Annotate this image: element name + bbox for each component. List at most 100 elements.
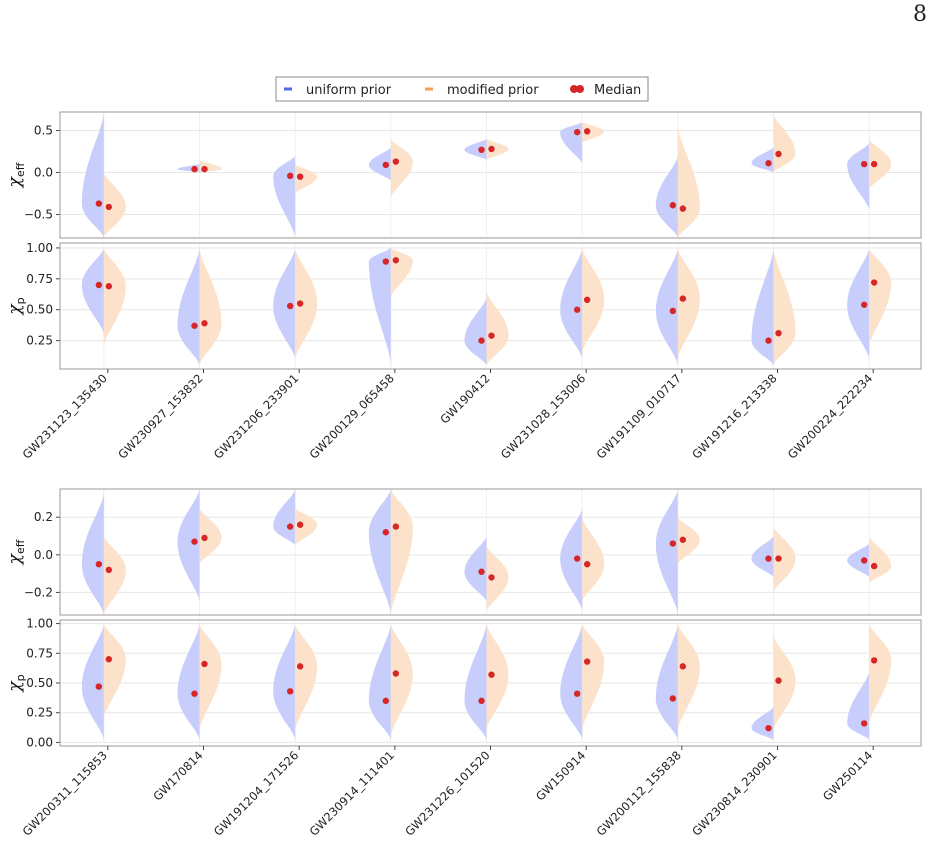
uniform-median-point [478, 146, 485, 153]
uniform-median-point [95, 281, 103, 289]
uniform-violin [273, 489, 296, 546]
uniform-median-point [382, 529, 390, 536]
uniform-median-point [478, 568, 485, 575]
violins [81, 247, 892, 366]
y-axis-label: χp [5, 674, 27, 692]
uniform-violin [655, 489, 678, 615]
y-tick-label: 0.0 [34, 165, 53, 179]
modified-median-point [392, 158, 400, 165]
uniform-median-point [191, 165, 198, 173]
y-tick-label: −0.5 [24, 207, 53, 221]
uniform-median-point [286, 523, 294, 530]
uniform-violin [560, 623, 583, 741]
modified-median-point [583, 561, 591, 568]
modified-median-point [201, 534, 208, 542]
category-label: GW191216_213338 [689, 371, 779, 461]
modified-median-point [105, 283, 113, 290]
modified-median-point [679, 295, 687, 302]
violins [81, 489, 892, 615]
modified-median-point [679, 205, 687, 212]
uniform-median-point [191, 538, 198, 545]
uniform-violin [368, 623, 391, 741]
category-label: GW231206_233901 [211, 371, 301, 461]
uniform-median-point [95, 561, 103, 568]
uniform-violin [464, 536, 487, 602]
panel-frame [59, 111, 922, 239]
uniform-median-point [860, 557, 868, 564]
modified-median-point [870, 562, 878, 570]
modified-violin [486, 291, 509, 366]
category-label: GW231123_135430 [20, 371, 110, 461]
modified-median-point [392, 257, 400, 264]
panels: 0.5 0.0 −0.5 χeff 1.00 0.75 0.50 0.25 χp GW231123… [5, 111, 922, 839]
category-label: GW150914 [533, 748, 588, 803]
modified-violin [582, 623, 605, 731]
uniform-violin [81, 492, 104, 615]
y-tick-label: 0.25 [26, 706, 53, 720]
uniform-violin [751, 536, 774, 578]
uniform-median-point [669, 540, 677, 547]
modified-median-point [775, 150, 782, 158]
modified-median-point [201, 320, 208, 327]
modified-violin [103, 247, 126, 347]
uniform-violin [81, 247, 104, 335]
y-tick-label: 0.00 [26, 735, 53, 749]
y-tick-label: 0.25 [26, 334, 53, 348]
panel-frame [59, 488, 922, 616]
uniform-violin [368, 247, 391, 366]
modified-median-point [392, 523, 400, 530]
modified-median-point [296, 173, 304, 180]
uniform-violin [81, 623, 104, 741]
modified-violin [390, 489, 413, 615]
uniform-median-point [573, 555, 581, 562]
modified-median-point [775, 555, 782, 562]
violins [81, 112, 892, 238]
uniform-median-point [573, 306, 581, 313]
uniform-median-point [95, 200, 103, 207]
uniform-median-point [669, 695, 677, 702]
y-tick-label: 0.0 [34, 548, 53, 562]
uniform-violin [655, 247, 678, 366]
legend: uniform prior modified prior Median [275, 76, 649, 102]
modified-median-point [201, 165, 208, 173]
modified-median-point [488, 574, 495, 581]
uniform-median-point [382, 161, 390, 169]
modified-median-point [105, 656, 113, 663]
modified-median-point [870, 657, 878, 664]
category-label: GW190412 [437, 371, 492, 426]
modified-violin [199, 247, 222, 366]
uniform-violin [560, 247, 583, 360]
modified-violin [390, 138, 413, 198]
modified-median-point [775, 329, 782, 337]
modified-median-point [296, 663, 304, 670]
modified-median-point [488, 671, 495, 678]
modified-violin [295, 247, 318, 360]
uniform-median-point [478, 337, 485, 344]
uniform-violin [273, 623, 296, 741]
panel-3: 0.2 0.0 −0.2 χeff [5, 488, 922, 616]
legend-median-marker [576, 85, 584, 93]
uniform-median-point [191, 690, 198, 697]
modified-median-point [583, 658, 591, 665]
y-tick-label: 0.5 [34, 123, 53, 137]
uniform-median-point [765, 724, 772, 732]
panel-2: 1.00 0.75 0.50 0.25 χp GW231123_135430 GW23092… [5, 241, 922, 462]
uniform-median-point [478, 697, 485, 705]
modified-median-point [105, 203, 113, 211]
uniform-median-point [860, 720, 868, 727]
uniform-violin [751, 247, 774, 366]
modified-violin [582, 122, 605, 144]
y-tick-label: 0.50 [26, 676, 53, 690]
modified-median-point [870, 279, 878, 286]
category-label: GW230914_111401 [307, 748, 397, 838]
uniform-median-point [765, 160, 772, 167]
y-tick-label: 1.00 [26, 241, 53, 255]
modified-violin [103, 623, 126, 719]
uniform-median-point [860, 160, 868, 168]
modified-violin [773, 247, 796, 366]
uniform-violin [464, 297, 487, 366]
uniform-median-point [765, 555, 772, 562]
legend-modified-label: modified prior [447, 83, 539, 98]
modified-median-point [679, 536, 687, 543]
y-axis-label: χeff [5, 162, 27, 188]
